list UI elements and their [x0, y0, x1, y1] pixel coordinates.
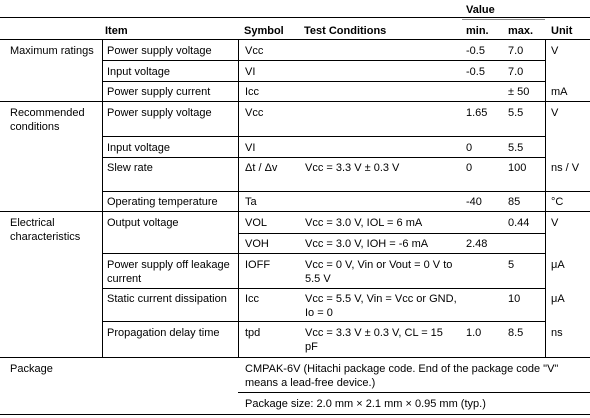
row-conditions: Vcc = 5.5 V, Vin = Vcc or GND, Io = 0 [305, 293, 457, 319]
value-group-rule [462, 19, 545, 20]
row-symbol: tpd [245, 327, 261, 339]
row-min: -0.5 [466, 66, 485, 78]
header-max: max. [508, 25, 534, 37]
row-max: ± 50 [508, 86, 530, 98]
row-min: -0.5 [466, 45, 485, 57]
row-max: 100 [508, 162, 527, 174]
row-max: 5.5 [508, 107, 524, 119]
row-item: Power supply off leakage current [107, 259, 230, 285]
row-item: Power supply current [107, 86, 211, 98]
row-unit: V [551, 107, 559, 119]
row-symbol: Vcc [245, 107, 264, 119]
column-divider [545, 39, 546, 357]
row-divider [103, 60, 545, 61]
row-divider [103, 253, 545, 254]
column-divider [238, 39, 239, 357]
row-unit: V [551, 217, 559, 229]
row-divider [103, 136, 545, 137]
row-item: Static current dissipation [107, 293, 227, 305]
row-divider [238, 233, 545, 234]
row-max: 8.5 [508, 327, 524, 339]
row-conditions: Vcc = 0 V, Vin or Vout = 0 V to 5.5 V [305, 259, 453, 285]
row-symbol: Δt / Δv [245, 162, 278, 174]
header-item: Item [105, 25, 128, 37]
row-item: Propagation delay time [107, 327, 220, 339]
row-unit: mA [551, 86, 568, 98]
row-symbol: Ta [245, 196, 257, 208]
row-min: 1.0 [466, 327, 482, 339]
row-max: 7.0 [508, 45, 524, 57]
row-divider [238, 392, 590, 393]
row-symbol: Vcc [245, 45, 264, 57]
row-conditions: Vcc = 3.0 V, IOH = -6 mA [305, 238, 429, 250]
row-divider [103, 321, 545, 322]
row-symbol: IOFF [245, 259, 271, 271]
row-unit: ns [551, 327, 563, 339]
row-unit: μA [551, 259, 565, 271]
row-symbol: Icc [245, 86, 260, 98]
row-item: Output voltage [107, 217, 179, 229]
row-divider [103, 288, 545, 289]
row-conditions: Vcc = 3.0 V, IOL = 6 mA [305, 217, 423, 229]
row-max: 7.0 [508, 66, 524, 78]
section-divider [0, 357, 590, 358]
row-symbol: VI [245, 142, 256, 154]
row-max: 0.44 [508, 217, 530, 229]
row-item: Operating temperature [107, 196, 218, 208]
row-max: 10 [508, 293, 521, 305]
row-divider [103, 81, 545, 82]
row-min: -40 [466, 196, 482, 208]
row-symbol: VOL [245, 217, 268, 229]
row-conditions: Vcc = 3.3 V ± 0.3 V, CL = 15 pF [305, 327, 443, 353]
table-bottom-rule [0, 414, 590, 415]
section-recommended-conditions: Recommended conditions [10, 107, 85, 133]
row-min: 2.48 [466, 238, 488, 250]
header-unit: Unit [551, 25, 573, 37]
header-test-conditions: Test Conditions [304, 25, 387, 37]
row-item: Input voltage [107, 142, 170, 154]
row-min: 0 [466, 142, 473, 154]
row-unit: °C [551, 196, 564, 208]
row-max: 85 [508, 196, 521, 208]
section-divider [0, 211, 590, 212]
row-min: 0 [466, 162, 473, 174]
section-maximum-ratings: Maximum ratings [10, 45, 94, 57]
row-item: Input voltage [107, 66, 170, 78]
package-code: CMPAK-6V (Hitachi package code. End of t… [245, 363, 559, 389]
row-symbol: VOH [245, 238, 269, 250]
header-symbol: Symbol [244, 25, 284, 37]
section-package: Package [10, 363, 53, 375]
header-rule [0, 39, 590, 40]
section-electrical-characteristics: Electrical characteristics [10, 217, 81, 243]
package-size: Package size: 2.0 mm × 2.1 mm × 0.95 mm … [245, 398, 486, 410]
row-unit: μA [551, 293, 565, 305]
row-conditions: Vcc = 3.3 V ± 0.3 V [305, 162, 400, 174]
column-divider [102, 39, 103, 357]
row-symbol: VI [245, 66, 256, 78]
row-unit: V [551, 45, 559, 57]
row-max: 5.5 [508, 142, 524, 154]
row-item: Slew rate [107, 162, 153, 174]
table-top-rule [0, 17, 590, 18]
row-max: 5 [508, 259, 515, 271]
header-value: Value [466, 4, 495, 16]
row-item: Power supply voltage [107, 107, 212, 119]
row-symbol: Icc [245, 293, 260, 305]
row-unit: ns / V [551, 162, 580, 174]
row-divider [103, 191, 590, 192]
section-divider [0, 101, 590, 102]
row-item: Power supply voltage [107, 45, 212, 57]
header-min: min. [466, 25, 489, 37]
row-min: 1.65 [466, 107, 488, 119]
row-divider [103, 157, 545, 158]
